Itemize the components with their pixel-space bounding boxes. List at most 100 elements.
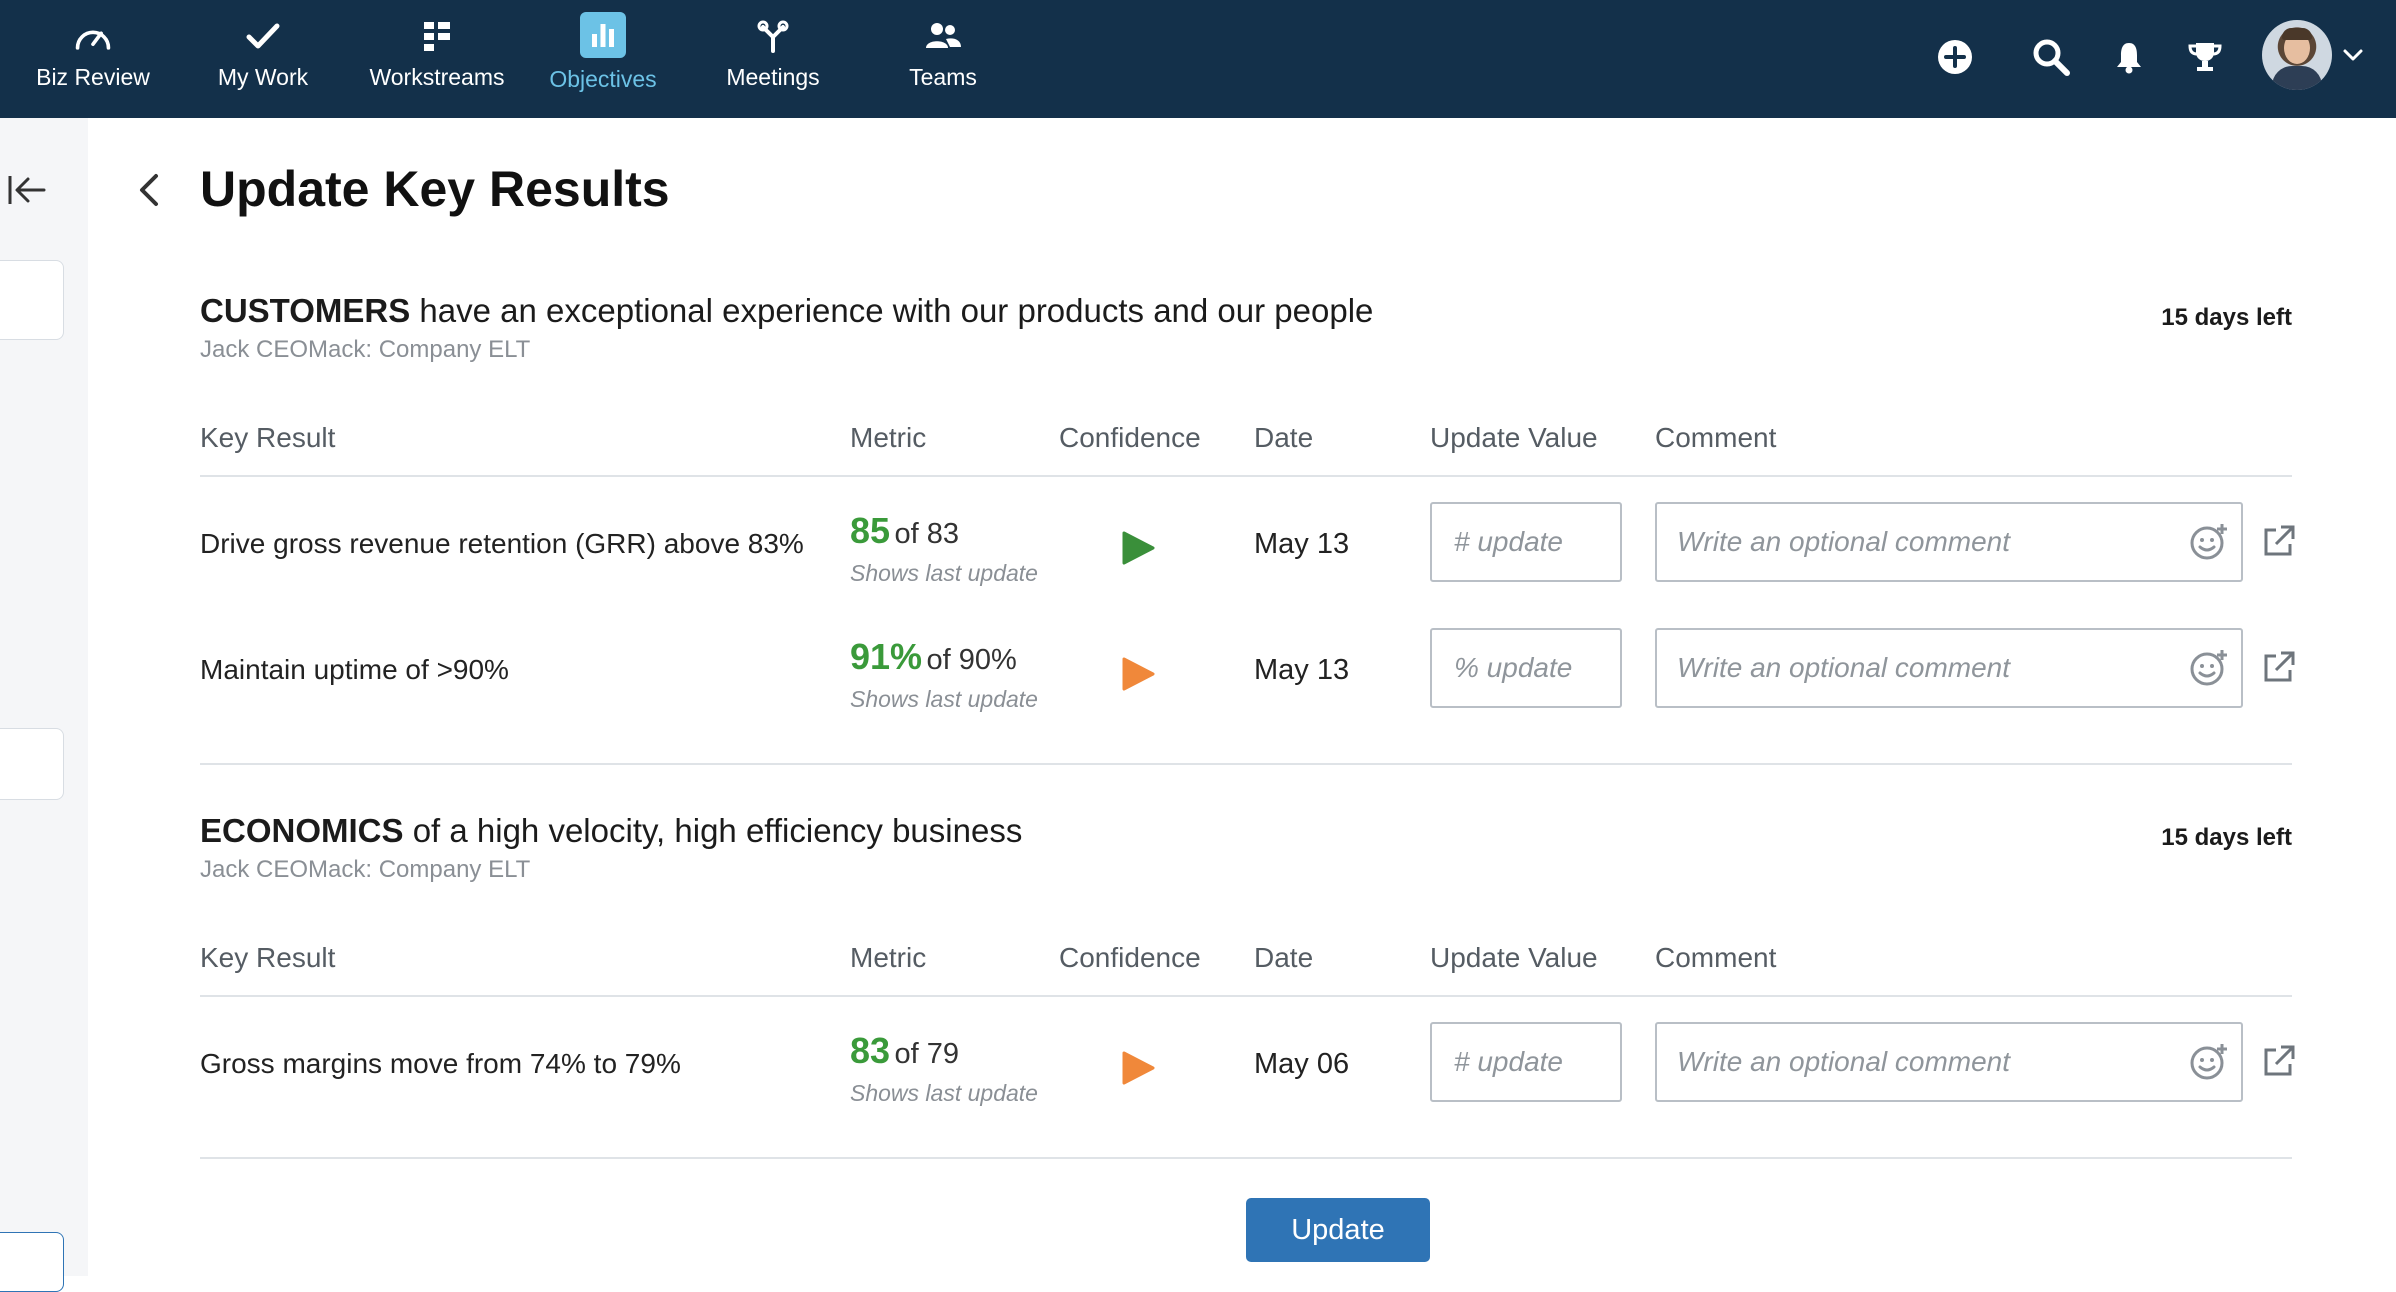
key-result-name: Maintain uptime of >90% <box>200 654 509 685</box>
chevron-down-icon[interactable] <box>2340 42 2366 68</box>
update-value-input[interactable] <box>1430 502 1622 582</box>
objective-section: CUSTOMERS have an exceptional experience… <box>200 292 2295 772</box>
checkmark-icon <box>243 16 283 56</box>
divider <box>200 1157 2292 1159</box>
column-date: Date <box>1254 422 1314 453</box>
nav-label: Objectives <box>549 66 657 92</box>
nav-item-meetings[interactable]: Meetings <box>688 0 858 118</box>
objective-title-keyword: CUSTOMERS <box>200 292 411 329</box>
column-metric: Metric <box>850 422 927 453</box>
metric-target: of 79 <box>894 1038 960 1070</box>
bell-icon[interactable] <box>2106 34 2152 80</box>
confidence-orange-triangle-icon[interactable] <box>1120 656 1156 692</box>
objective-owner: Jack CEOMack: Company ELT <box>200 336 531 363</box>
table-header: Key Result Metric Confidence Date Update… <box>200 422 2292 462</box>
key-result-row: Drive gross revenue retention (GRR) abov… <box>200 488 2340 608</box>
add-emoji-icon[interactable] <box>2189 522 2229 562</box>
column-update-value: Update Value <box>1430 942 1598 973</box>
metric: 83 of 79 Shows last update <box>850 1030 1038 1107</box>
top-navigation-bar: Biz Review My Work Workstreams Objective… <box>0 0 2396 118</box>
comment-field <box>1655 1022 2243 1102</box>
add-emoji-icon[interactable] <box>2189 1042 2229 1082</box>
key-result-date: May 06 <box>1254 1048 1350 1080</box>
confidence-orange-triangle-icon[interactable] <box>1120 1050 1156 1086</box>
objective-title-text: of a high velocity, high efficiency busi… <box>412 812 1023 849</box>
objective-title-text: have an exceptional experience with our … <box>419 292 1374 329</box>
objective-owner: Jack CEOMack: Company ELT <box>200 856 531 883</box>
collapse-sidebar-icon[interactable] <box>4 168 48 212</box>
metric-target: of 90% <box>926 644 1017 676</box>
column-key-result: Key Result <box>200 422 336 453</box>
key-result-date: May 13 <box>1254 654 1350 686</box>
days-left: 15 days left <box>2161 304 2292 331</box>
nav-item-my-work[interactable]: My Work <box>178 0 348 118</box>
column-metric: Metric <box>850 942 927 973</box>
open-external-icon[interactable] <box>2262 524 2296 558</box>
left-sidebar <box>0 118 88 1292</box>
key-result-name: Drive gross revenue retention (GRR) abov… <box>200 528 804 559</box>
nav-item-teams[interactable]: Teams <box>858 0 1028 118</box>
open-external-icon[interactable] <box>2262 1044 2296 1078</box>
nav-item-workstreams[interactable]: Workstreams <box>352 0 522 118</box>
key-result-row: Gross margins move from 74% to 79% 83 of… <box>200 1008 2340 1128</box>
objective-section: ECONOMICS of a high velocity, high effic… <box>200 812 2295 1172</box>
column-key-result: Key Result <box>200 942 336 973</box>
metric: 85 of 83 Shows last update <box>850 510 1038 587</box>
sidebar-card[interactable] <box>0 728 64 800</box>
nav-item-objectives[interactable]: Objectives <box>518 0 688 118</box>
nav-label: Workstreams <box>369 64 505 90</box>
metric-note: Shows last update <box>850 686 1038 712</box>
metric: 91% of 90% Shows last update <box>850 636 1038 713</box>
column-comment: Comment <box>1655 942 1777 973</box>
gauge-icon <box>73 16 113 56</box>
divider <box>200 763 2292 765</box>
nav-item-biz-review[interactable]: Biz Review <box>8 0 178 118</box>
update-button[interactable]: Update <box>1246 1198 1430 1262</box>
update-value-input[interactable] <box>1430 1022 1622 1102</box>
metric-note: Shows last update <box>850 1080 1038 1106</box>
metric-value: 85 <box>850 510 891 551</box>
back-arrow-icon[interactable] <box>130 168 170 212</box>
objective-title: ECONOMICS of a high velocity, high effic… <box>200 812 1022 850</box>
metric-value: 83 <box>850 1030 891 1071</box>
column-date: Date <box>1254 942 1314 973</box>
column-confidence: Confidence <box>1059 942 1201 973</box>
column-update-value: Update Value <box>1430 422 1598 453</box>
objective-title-keyword: ECONOMICS <box>200 812 404 849</box>
comment-input[interactable] <box>1657 1024 2177 1100</box>
divider <box>200 475 2292 477</box>
key-result-name: Gross margins move from 74% to 79% <box>200 1048 681 1079</box>
grid-list-icon <box>417 16 457 56</box>
key-result-date: May 13 <box>1254 528 1350 560</box>
confidence-green-triangle-icon[interactable] <box>1120 530 1156 566</box>
divider <box>200 995 2292 997</box>
objective-title: CUSTOMERS have an exceptional experience… <box>200 292 1373 330</box>
comment-field <box>1655 628 2243 708</box>
update-value-input[interactable] <box>1430 628 1622 708</box>
sidebar-card[interactable] <box>0 1232 64 1292</box>
nav-label: Teams <box>909 64 977 90</box>
trophy-icon[interactable] <box>2182 34 2228 80</box>
nav-label: My Work <box>217 64 309 90</box>
days-left: 15 days left <box>2161 824 2292 851</box>
comment-input[interactable] <box>1657 504 2177 580</box>
search-icon[interactable] <box>2028 34 2074 80</box>
add-circle-icon[interactable] <box>1932 34 1978 80</box>
metric-value: 91% <box>850 636 923 677</box>
fork-icon <box>753 16 793 56</box>
nav-label: Meetings <box>726 64 820 90</box>
open-external-icon[interactable] <box>2262 650 2296 684</box>
avatar[interactable] <box>2262 20 2332 90</box>
add-emoji-icon[interactable] <box>2189 648 2229 688</box>
comment-field <box>1655 502 2243 582</box>
comment-input[interactable] <box>1657 630 2177 706</box>
key-result-row: Maintain uptime of >90% 91% of 90% Shows… <box>200 614 2340 734</box>
metric-target: of 83 <box>894 518 960 550</box>
people-icon <box>923 16 963 56</box>
sidebar-card[interactable] <box>0 260 64 340</box>
metric-note: Shows last update <box>850 560 1038 586</box>
nav-label: Biz Review <box>36 64 150 90</box>
page-title: Update Key Results <box>200 161 670 217</box>
column-comment: Comment <box>1655 422 1777 453</box>
bar-chart-icon <box>580 12 626 58</box>
